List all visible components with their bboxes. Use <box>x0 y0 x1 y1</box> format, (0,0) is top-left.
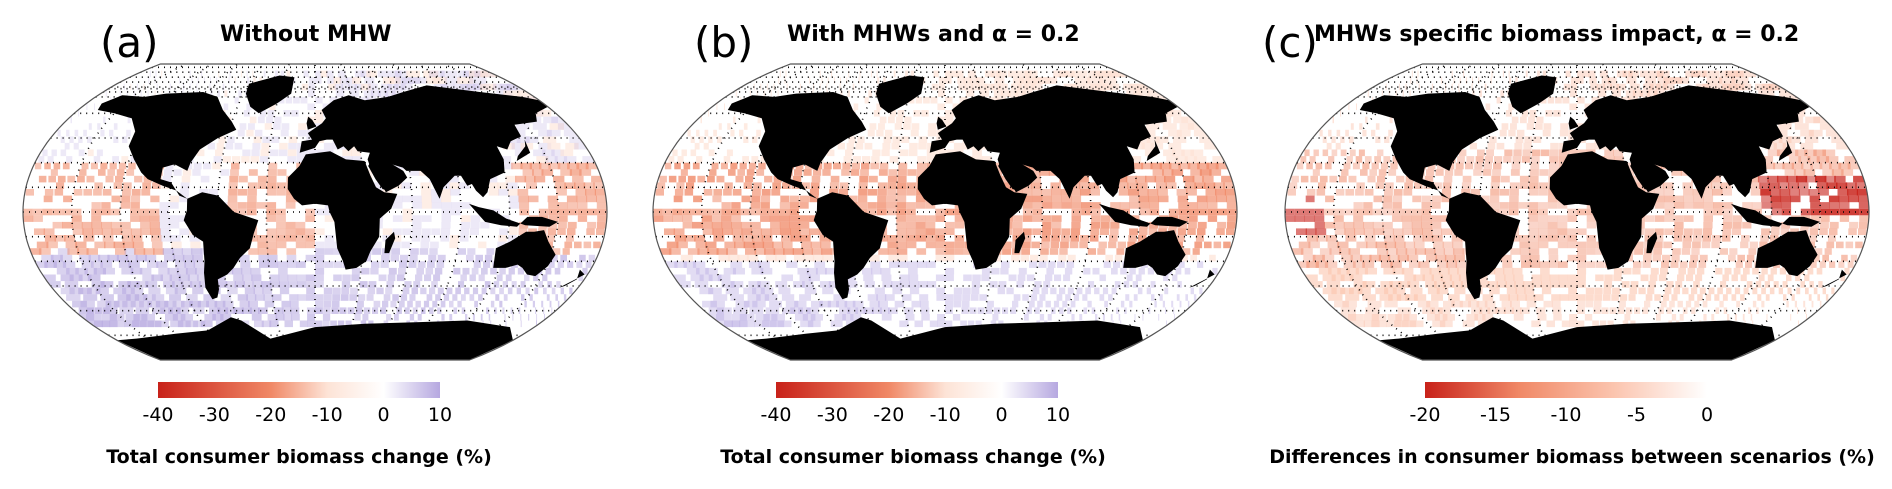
colorbar-tick-label: -10 <box>1550 404 1582 426</box>
landmass-arabia <box>368 161 408 191</box>
landmass-japan <box>1146 139 1161 161</box>
landmass-eurasia <box>929 85 1178 199</box>
panel-letter: (b) <box>694 18 754 67</box>
colorbar-ticks: -20 -15 -10 -5 0 <box>1409 404 1713 428</box>
world-map <box>652 63 1238 361</box>
colorbar-tick-label: -20 <box>255 404 287 426</box>
colorbar-tick-label: -20 <box>1409 404 1441 426</box>
landmass-antarctica <box>747 317 1143 360</box>
landmass-africa <box>287 151 398 270</box>
landmass-indonesia <box>1730 203 1820 227</box>
landmass-uk <box>936 116 947 130</box>
colorbar-tick-label: -30 <box>816 404 848 426</box>
landmass-greenland <box>875 75 925 114</box>
world-map <box>22 63 608 361</box>
colorbar-gradient <box>158 382 440 398</box>
map-frame <box>652 63 1238 361</box>
colorbar <box>776 382 1058 398</box>
panel-letter: (c) <box>1262 18 1318 67</box>
landmass-japan <box>1778 139 1793 161</box>
panel-b: (b) With MHWs and α = 0.2 -40 -30 -20 -10 0 1… <box>630 0 1260 489</box>
colorbar-tick-label: 0 <box>1700 404 1714 426</box>
colorbar-tick-label: -40 <box>142 404 174 426</box>
panel-a: (a) Without MHW -40 -30 -20 -10 0 10 Total co… <box>0 0 630 489</box>
map-frame <box>1284 63 1870 361</box>
landmass-antarctica <box>117 317 513 360</box>
landmass-australia <box>1755 230 1818 277</box>
colorbar-tick-label: -20 <box>873 404 905 426</box>
landmass-greenland <box>1507 75 1557 114</box>
colorbar-tick-label: -10 <box>311 404 343 426</box>
landmass-eurasia <box>299 85 548 199</box>
world-map <box>1284 63 1870 361</box>
colorbar-ticks: -40 -30 -20 -10 0 10 <box>142 404 452 428</box>
colorbar-tick-label: -30 <box>198 404 230 426</box>
landmass-arabia <box>1630 161 1670 191</box>
colorbar-tick-label: 10 <box>427 404 453 426</box>
landmass-indonesia <box>1098 203 1188 227</box>
colorbar-tick-label: 10 <box>1045 404 1071 426</box>
map-frame <box>22 63 608 361</box>
landmass-uk <box>306 116 317 130</box>
colorbar-label: Total consumer biomass change (%) <box>720 446 1106 468</box>
colorbar-tick-label: -10 <box>929 404 961 426</box>
land <box>1359 75 1847 360</box>
landmass-north-america <box>1359 92 1499 199</box>
colorbar-tick-label: 0 <box>995 404 1008 426</box>
landmass-madagascar <box>384 231 396 254</box>
landmass-australia <box>1123 230 1186 277</box>
landmass-uk <box>1568 116 1579 130</box>
colorbar-tick-label: -40 <box>760 404 792 426</box>
colorbar-tick-label: -15 <box>1479 404 1512 426</box>
landmass-indonesia <box>468 203 558 227</box>
landmass-australia <box>493 230 556 277</box>
landmass-eurasia <box>1561 85 1810 199</box>
colorbar <box>1425 382 1707 398</box>
landmass-africa <box>917 151 1028 270</box>
landmass-north-america <box>97 92 237 199</box>
colorbar-tick-label: -5 <box>1627 404 1646 426</box>
landmass-antarctica <box>1379 317 1775 360</box>
colorbar-gradient <box>1425 382 1707 398</box>
colorbar-gradient <box>776 382 1058 398</box>
landmass-south-america <box>183 192 259 300</box>
colorbar-label: Total consumer biomass change (%) <box>106 446 492 468</box>
colorbar-ticks: -40 -30 -20 -10 0 10 <box>760 404 1070 428</box>
colorbar-tick-label: 0 <box>377 404 390 426</box>
landmass-south-america <box>813 192 889 300</box>
landmass-arabia <box>998 161 1038 191</box>
land <box>97 75 585 360</box>
landmass-japan <box>516 139 531 161</box>
colorbar-label: Differences in consumer biomass between … <box>1269 446 1875 468</box>
panel-c: (c) MHWs specific biomass impact, α = 0.… <box>1262 0 1892 489</box>
panel-title: MHWs specific biomass impact, α = 0.2 <box>1314 22 1800 47</box>
panel-letter: (a) <box>100 18 159 67</box>
panel-title: With MHWs and α = 0.2 <box>787 22 1080 47</box>
landmass-south-america <box>1445 192 1521 300</box>
colorbar <box>158 382 440 398</box>
landmass-north-america <box>727 92 867 199</box>
landmass-madagascar <box>1014 231 1026 254</box>
panel-title: Without MHW <box>220 22 392 47</box>
landmass-madagascar <box>1646 231 1658 254</box>
landmass-greenland <box>245 75 295 114</box>
land <box>727 75 1215 360</box>
landmass-africa <box>1549 151 1660 270</box>
